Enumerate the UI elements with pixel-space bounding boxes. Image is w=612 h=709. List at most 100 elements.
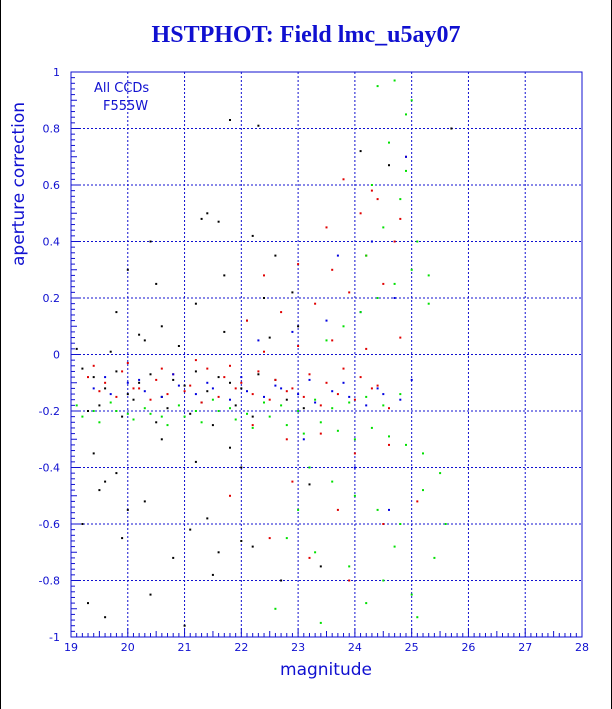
data-point-black — [206, 212, 209, 215]
data-points — [75, 79, 453, 627]
data-point-black — [121, 415, 124, 418]
data-point-green — [399, 393, 402, 396]
data-point-red — [115, 395, 118, 398]
data-point-blue — [314, 401, 317, 404]
data-point-red — [92, 364, 95, 367]
data-point-blue — [342, 381, 345, 384]
data-point-black — [251, 415, 254, 418]
data-point-blue — [246, 390, 248, 393]
data-point-green — [365, 395, 368, 398]
y-tick-label: -1 — [49, 631, 60, 644]
data-point-red — [138, 387, 141, 390]
data-point-red — [251, 424, 254, 427]
data-point-green — [246, 412, 248, 415]
data-point-black — [240, 466, 243, 469]
data-point-black — [143, 500, 146, 503]
data-point-red — [285, 438, 288, 441]
data-point-green — [314, 551, 317, 554]
data-point-green — [427, 302, 430, 305]
data-point-green — [376, 297, 379, 299]
data-point-red — [359, 376, 362, 379]
x-tick-label: 22 — [234, 641, 248, 654]
data-point-black — [189, 412, 192, 415]
data-point-red — [229, 364, 231, 367]
y-tick-label: 0.2 — [43, 292, 61, 305]
data-point-black — [223, 330, 226, 333]
data-point-black — [234, 404, 237, 407]
data-point-red — [87, 376, 89, 379]
data-point-black — [104, 387, 107, 390]
data-point-black — [291, 291, 294, 294]
data-point-blue — [280, 387, 283, 390]
data-point-black — [149, 373, 152, 376]
data-point-black — [194, 460, 197, 463]
data-point-red — [336, 508, 339, 511]
data-point-black — [138, 381, 141, 384]
data-point-green — [393, 282, 396, 285]
data-point-blue — [263, 395, 265, 398]
data-point-blue — [194, 393, 197, 396]
data-point-blue — [302, 438, 305, 441]
data-point-black — [263, 297, 265, 299]
data-point-black — [257, 373, 260, 376]
data-point-green — [382, 226, 385, 229]
data-point-black — [206, 517, 209, 520]
data-point-red — [308, 556, 311, 559]
data-point-blue — [388, 508, 390, 511]
data-point-blue — [336, 254, 339, 257]
data-point-red — [376, 198, 379, 201]
data-point-green — [416, 240, 419, 243]
data-point-blue — [376, 387, 379, 390]
data-point-red — [155, 378, 158, 381]
data-point-black — [280, 579, 283, 582]
data-point-blue — [177, 384, 180, 387]
data-point-black — [155, 282, 158, 285]
data-point-red — [291, 480, 294, 483]
data-point-red — [325, 381, 328, 384]
data-point-black — [274, 254, 277, 257]
data-point-red — [149, 398, 152, 401]
data-point-blue — [365, 404, 368, 407]
data-point-black — [388, 164, 390, 167]
x-tick-label: 23 — [291, 641, 305, 654]
data-point-black — [229, 381, 231, 384]
data-point-green — [280, 404, 283, 407]
data-point-green — [200, 421, 203, 424]
data-point-red — [126, 362, 129, 364]
x-tick-label: 27 — [518, 641, 532, 654]
data-point-black — [98, 404, 101, 407]
data-point-black — [217, 376, 220, 379]
data-point-black — [87, 410, 89, 412]
data-point-red — [353, 398, 356, 401]
annotation-ccds: All CCDs — [94, 81, 149, 96]
data-point-red — [302, 395, 305, 398]
data-point-red — [359, 212, 362, 215]
data-point-blue — [240, 376, 243, 379]
data-point-red — [388, 443, 390, 446]
data-point-green — [348, 401, 351, 404]
data-point-red — [319, 404, 322, 407]
data-point-green — [177, 404, 180, 407]
data-point-green — [263, 401, 265, 404]
data-point-green — [410, 99, 413, 102]
data-point-red — [132, 387, 135, 390]
data-point-blue — [291, 330, 294, 333]
y-axis-title: aperture correction — [9, 102, 29, 266]
data-point-black — [359, 150, 362, 153]
data-point-black — [194, 302, 197, 305]
data-point-black — [217, 220, 220, 223]
data-point-black — [240, 540, 243, 542]
data-point-green — [211, 398, 214, 401]
data-point-black — [160, 325, 163, 328]
data-point-black — [126, 268, 129, 271]
data-point-green — [348, 565, 351, 568]
data-point-blue — [393, 297, 396, 299]
data-point-black — [75, 347, 78, 350]
data-point-black — [149, 593, 152, 596]
data-point-blue — [206, 381, 209, 384]
data-point-green — [382, 404, 385, 407]
data-point-green — [416, 616, 419, 619]
data-point-green — [126, 412, 129, 415]
data-point-black — [115, 311, 118, 314]
